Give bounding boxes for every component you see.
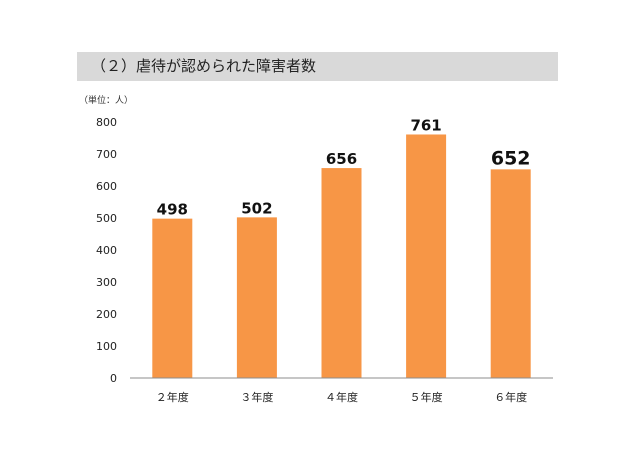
bar-value-label: 656	[326, 150, 357, 168]
bar	[406, 134, 447, 378]
bar	[236, 217, 277, 378]
y-tick-label: 200	[96, 308, 117, 321]
x-category-label: ５年度	[410, 390, 443, 404]
x-axis-labels: ２年度 ３年度 ４年度 ５年度 ６年度	[156, 390, 527, 404]
bar	[490, 169, 531, 378]
y-tick-label: 400	[96, 244, 117, 257]
y-tick-label: 700	[96, 148, 117, 161]
x-category-label: ６年度	[494, 390, 527, 404]
bar-value-label: 761	[410, 116, 441, 134]
bar-value-label: 498	[157, 201, 188, 219]
y-axis-ticks: 0 100 200 300 400 500 600 700 800	[96, 116, 117, 385]
y-tick-label: 500	[96, 212, 117, 225]
unit-label: （単位：人）	[79, 96, 134, 106]
y-tick-label: 600	[96, 180, 117, 193]
x-category-label: ３年度	[240, 390, 273, 404]
y-tick-label: 800	[96, 116, 117, 129]
x-category-label: ４年度	[325, 390, 358, 404]
section-heading: （２）虐待が認められた障害者数	[77, 52, 558, 81]
x-category-label: ２年度	[156, 390, 189, 404]
y-tick-label: 100	[96, 340, 117, 353]
bar-value-label: 502	[241, 199, 272, 217]
bar-value-label: 652	[491, 147, 531, 169]
bars	[152, 134, 531, 378]
bar	[152, 218, 193, 378]
data-labels: 498 502 656 761 652	[157, 116, 531, 218]
bar	[321, 168, 362, 378]
y-tick-label: 300	[96, 276, 117, 289]
y-tick-label: 0	[110, 372, 117, 385]
